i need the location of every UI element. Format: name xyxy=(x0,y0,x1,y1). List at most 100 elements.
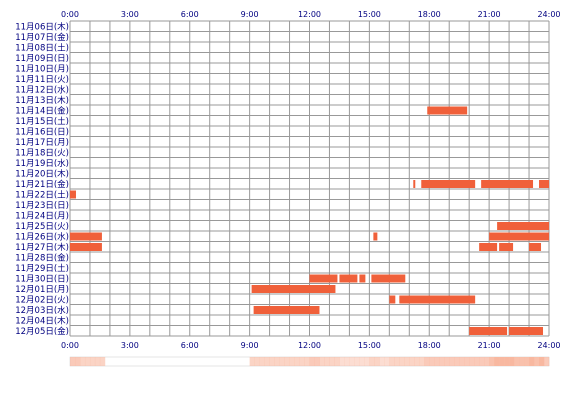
summary-cell xyxy=(414,357,420,366)
activity-bar xyxy=(70,243,102,251)
chart-grid xyxy=(69,20,550,337)
activity-bar xyxy=(539,180,549,188)
row-label: 12月01日(月) xyxy=(15,285,69,295)
summary-cell xyxy=(319,357,325,366)
summary-cell xyxy=(429,357,435,366)
x-tick-labels: 0:00 0:00 3:00 3:00 6:00 6:00 9:00 9:00 12:00 12:… xyxy=(61,10,561,350)
summary-cell xyxy=(339,357,345,366)
activity-bar xyxy=(389,295,396,304)
summary-cell xyxy=(419,357,425,366)
summary-cell xyxy=(434,357,440,366)
row-label: 11月09日(日) xyxy=(15,54,69,64)
summary-cell xyxy=(279,357,285,366)
row-label: 11月17日(月) xyxy=(15,138,69,148)
activity-bar xyxy=(509,327,544,335)
row-label: 12月03日(水) xyxy=(15,305,69,316)
row-label: 11月28日(金) xyxy=(15,253,69,264)
summary-cell xyxy=(94,357,101,366)
summary-cell xyxy=(369,357,375,366)
summary-cell xyxy=(469,357,475,366)
x-tick-label: 9:00 xyxy=(241,10,259,19)
summary-cell xyxy=(264,357,270,366)
activity-bar xyxy=(479,243,498,251)
summary-cell xyxy=(334,357,340,366)
summary-cell xyxy=(494,357,500,366)
row-label: 11月24日(月) xyxy=(15,212,69,222)
summary-cell xyxy=(314,357,320,366)
summary-cell xyxy=(349,357,355,366)
summary-cell xyxy=(384,357,390,366)
row-label: 11月16日(日) xyxy=(15,128,69,138)
summary-cell xyxy=(499,357,505,366)
row-label: 12月05日(金) xyxy=(15,326,69,337)
summary-cell xyxy=(324,357,330,366)
x-tick-label: 6:00 xyxy=(181,341,199,350)
row-label: 11月11日(火) xyxy=(15,75,69,85)
summary-cell xyxy=(449,357,455,366)
summary-cell xyxy=(514,357,520,366)
summary-cell xyxy=(294,357,300,366)
activity-bar xyxy=(427,106,468,115)
summary-cell xyxy=(504,357,510,366)
summary-cell xyxy=(444,357,450,366)
summary-cell xyxy=(84,357,91,366)
summary-cell xyxy=(424,357,430,366)
row-label: 11月10日(月) xyxy=(15,65,69,75)
x-tick-label: 18:00 xyxy=(418,341,441,350)
row-label: 11月25日(火) xyxy=(15,222,69,232)
summary-cell xyxy=(404,357,410,366)
summary-cell xyxy=(259,357,265,366)
x-tick-label: 3:00 xyxy=(121,10,139,19)
x-tick-label: 12:00 xyxy=(298,341,321,350)
activity-bars xyxy=(70,106,549,335)
row-label: 11月15日(土) xyxy=(15,116,69,127)
activity-bar xyxy=(359,274,366,283)
row-label: 11月13日(木) xyxy=(15,95,69,106)
row-label: 11月08日(土) xyxy=(15,43,69,54)
summary-cell xyxy=(329,357,335,366)
summary-cell xyxy=(524,357,530,366)
x-tick-label: 24:00 xyxy=(537,10,560,19)
summary-cell xyxy=(479,357,485,366)
x-tick-label: 6:00 xyxy=(181,10,199,19)
summary-cell xyxy=(409,357,415,366)
x-tick-label: 0:00 xyxy=(61,341,79,350)
summary-cell xyxy=(509,357,515,366)
row-label: 11月07日(金) xyxy=(15,32,69,43)
activity-bar xyxy=(499,243,514,251)
summary-cell xyxy=(299,357,305,366)
activity-bar xyxy=(373,232,378,241)
summary-cell xyxy=(389,357,395,366)
summary-cell xyxy=(454,357,460,366)
activity-bar xyxy=(251,285,336,293)
activity-bar xyxy=(421,180,476,188)
row-label: 11月19日(水) xyxy=(15,158,69,169)
x-tick-label: 3:00 xyxy=(121,341,139,350)
summary-cell xyxy=(274,357,280,366)
row-label: 11月23日(日) xyxy=(15,201,69,211)
row-label: 11月22日(土) xyxy=(15,190,69,201)
summary-cell xyxy=(344,357,350,366)
row-label: 12月02日(火) xyxy=(15,296,69,306)
activity-bar xyxy=(253,306,320,314)
summary-cell xyxy=(354,357,360,366)
row-label: 12月04日(木) xyxy=(15,316,69,327)
x-tick-label: 9:00 xyxy=(241,341,259,350)
activity-bar xyxy=(469,327,508,335)
activity-bar xyxy=(489,232,549,241)
row-label: 11月27日(木) xyxy=(15,242,69,253)
summary-cell xyxy=(309,357,315,366)
summary-cell xyxy=(474,357,480,366)
activity-bar xyxy=(339,274,358,283)
x-tick-label: 21:00 xyxy=(478,10,501,19)
summary-cell xyxy=(70,357,76,366)
activity-bar xyxy=(70,190,76,199)
summary-cell xyxy=(289,357,295,366)
x-tick-label: 0:00 xyxy=(61,10,79,19)
summary-cell xyxy=(489,357,495,366)
row-label: 11月18日(火) xyxy=(15,149,69,159)
summary-cell xyxy=(284,357,290,366)
summary-strip xyxy=(69,356,550,367)
summary-cell xyxy=(379,357,385,366)
summary-cell xyxy=(374,357,380,366)
